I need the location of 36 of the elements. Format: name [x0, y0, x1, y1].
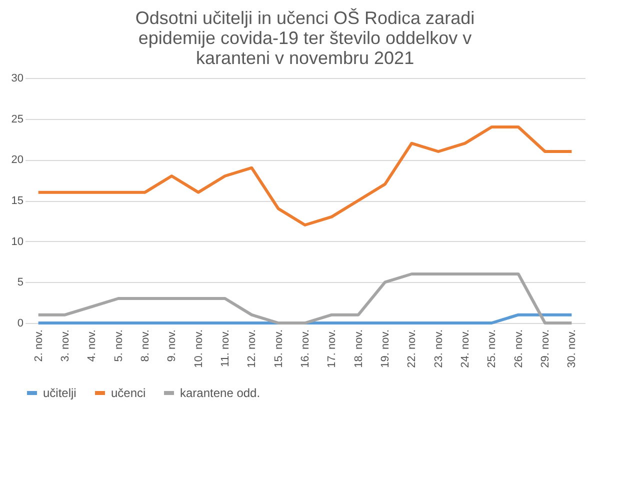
y-tick-label: 30	[11, 72, 24, 84]
text: Odsotni učitelji in učenci OŠ Rodica zaradi	[135, 8, 475, 28]
x-tick-label: 15. nov.	[272, 330, 285, 368]
line-series	[36, 126, 574, 226]
y-tick-label: 25	[11, 113, 24, 126]
x-tick-label: 25. nov.	[486, 330, 498, 368]
x-tick-label: 2. nov.	[32, 330, 45, 362]
x-tick-label: 18. nov.	[352, 330, 365, 368]
x-tick-label: 3. nov.	[60, 330, 72, 362]
legend-label: učitelji	[43, 386, 76, 400]
x-tick-label: 10. nov.	[192, 330, 205, 368]
x-tick-label: 24. nov.	[460, 330, 472, 368]
line-series	[36, 272, 574, 324]
y-tick-label: 0	[17, 318, 24, 330]
x-tick-label: 8. nov.	[140, 330, 152, 362]
x-tick-label: 4. nov.	[86, 330, 98, 362]
x-tick-label: 29. nov.	[540, 330, 552, 368]
y-tick-label: 20	[11, 154, 24, 166]
legend-label: učenci	[111, 386, 146, 400]
x-tick-label: 5. nov.	[112, 330, 125, 362]
x-tick-label: 9. nov.	[166, 330, 178, 362]
x-tick-label: 22. nov.	[406, 330, 418, 368]
x-tick-label: 11. nov.	[220, 330, 232, 368]
text: karanteni v novembru 2021	[196, 48, 414, 68]
x-tick-label: 17. nov.	[326, 330, 338, 368]
x-tick-label: 26. nov.	[512, 330, 525, 368]
legend-label: karantene odd.	[180, 386, 260, 400]
x-tick-label: 30. nov.	[566, 330, 578, 368]
x-tick-label: 16. nov.	[300, 330, 312, 368]
x-tick-label: 23. nov.	[432, 330, 445, 368]
x-tick-label: 19. nov.	[380, 330, 392, 368]
y-tick-label: 5	[17, 276, 24, 289]
y-tick-label: 10	[11, 236, 24, 248]
x-tick-label: 12. nov.	[246, 330, 258, 368]
text: epidemije covida-19 ter število oddelkov v	[138, 28, 472, 48]
y-tick-label: 15	[11, 195, 24, 207]
